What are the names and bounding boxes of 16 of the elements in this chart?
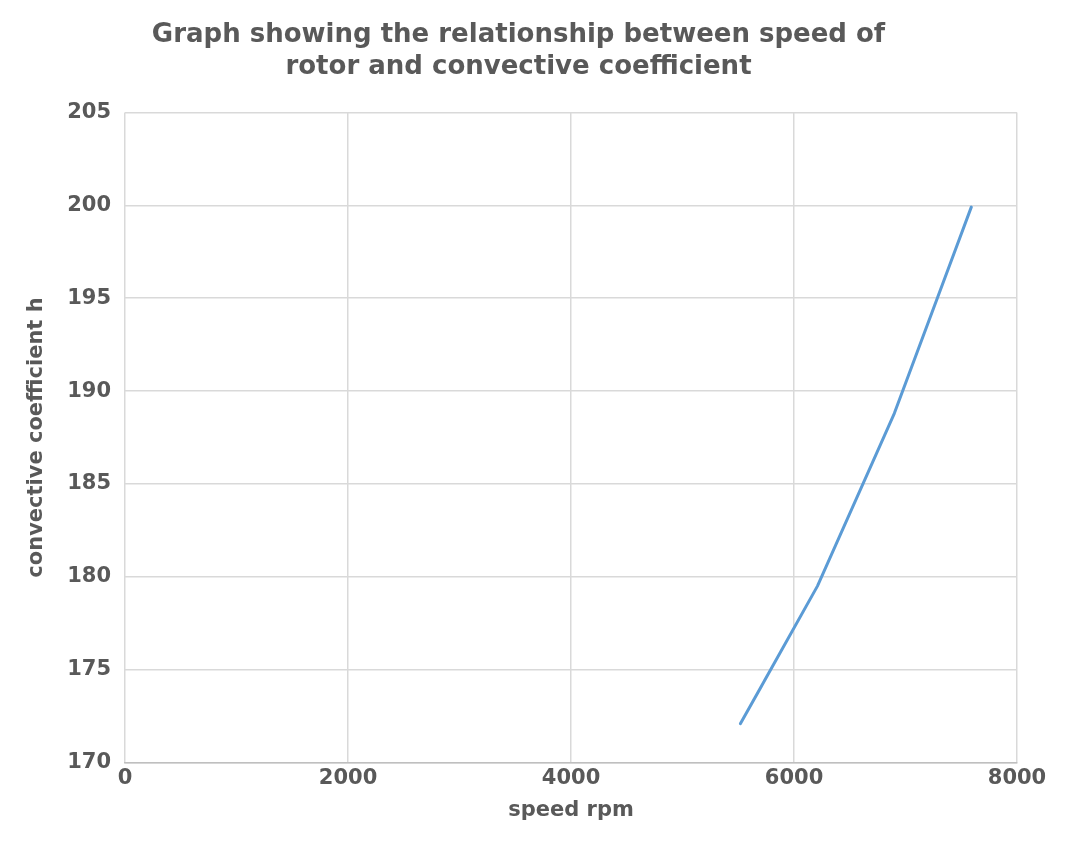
x-tick-label: 4000 [541, 764, 601, 789]
y-tick-label: 205 [67, 98, 112, 123]
y-tick-label: 175 [67, 656, 112, 681]
x-axis-title: speed rpm [508, 796, 634, 821]
y-tick-label: 190 [67, 377, 112, 402]
y-tick-label: 185 [67, 470, 112, 495]
y-tick-label: 200 [67, 191, 112, 216]
x-tick-label: 6000 [764, 764, 824, 789]
y-tick-label: 170 [67, 749, 112, 774]
x-tick-label: 8000 [987, 764, 1047, 789]
x-tick-label: 0 [117, 764, 133, 789]
y-tick-label: 180 [67, 563, 112, 588]
y-axis-title: convective coefficient h [23, 297, 48, 578]
y-tick-label: 195 [67, 284, 112, 309]
chart-title: Graph showing the relationship between speed of rotor and convective coefficient [151, 18, 886, 80]
x-tick-label: 2000 [318, 764, 378, 789]
